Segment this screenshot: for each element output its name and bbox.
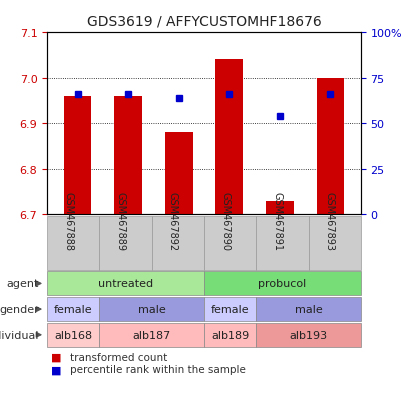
Bar [204,272,360,296]
Text: GSM467892: GSM467892 [167,191,178,250]
Text: gender: gender [0,304,39,314]
Bar [99,297,204,321]
Text: GSM467889: GSM467889 [115,191,125,250]
Bar [308,216,360,270]
Text: GDS3619 / AFFYCUSTOMHF18676: GDS3619 / AFFYCUSTOMHF18676 [86,15,321,29]
Bar [204,323,256,347]
Text: untreated: untreated [98,279,153,289]
Bar [47,216,99,270]
Text: female: female [210,304,249,314]
Text: alb189: alb189 [211,330,249,340]
Bar [47,323,99,347]
Text: GSM467890: GSM467890 [220,191,229,250]
Text: alb187: alb187 [132,330,171,340]
Text: individual: individual [0,330,39,340]
Text: percentile rank within the sample: percentile rank within the sample [70,364,245,374]
Text: transformed count: transformed count [70,352,166,362]
Text: probucol: probucol [258,279,306,289]
Bar [256,216,308,270]
Bar [151,216,204,270]
Bar [99,323,204,347]
Bar [265,201,293,215]
Text: GSM467893: GSM467893 [324,191,334,250]
Text: female: female [54,304,92,314]
Bar [114,97,142,215]
Bar [204,216,256,270]
Bar [164,133,192,215]
Text: GSM467888: GSM467888 [63,191,73,250]
Text: male: male [294,304,321,314]
Bar [47,297,99,321]
Bar [316,78,344,215]
Bar [256,323,360,347]
Bar [47,272,204,296]
Text: agent: agent [7,279,39,289]
Bar [204,297,256,321]
Text: ■: ■ [51,352,62,362]
Bar [215,60,243,215]
Bar [99,216,151,270]
Text: ■: ■ [51,364,62,374]
Text: male: male [137,304,165,314]
Bar [256,297,360,321]
Bar [63,97,91,215]
Text: GSM467891: GSM467891 [272,191,282,250]
Text: alb168: alb168 [54,330,92,340]
Text: alb193: alb193 [289,330,327,340]
